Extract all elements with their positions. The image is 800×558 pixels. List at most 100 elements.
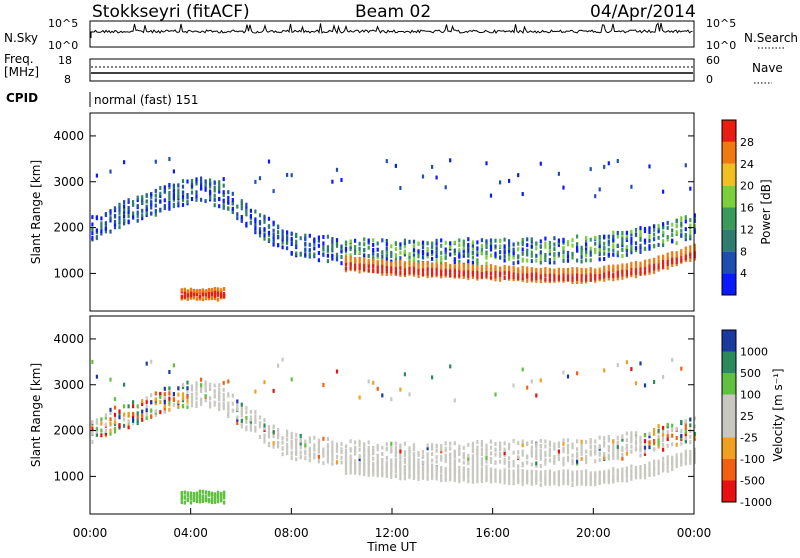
data-cell xyxy=(435,246,438,251)
data-cell xyxy=(539,482,542,487)
data-cell xyxy=(576,371,579,376)
data-cell xyxy=(603,268,606,273)
data-cell xyxy=(648,164,651,169)
data-cell xyxy=(349,245,352,249)
data-cell xyxy=(480,268,483,272)
data-cell xyxy=(431,466,434,471)
data-cell xyxy=(192,288,196,293)
colorbar-swatch xyxy=(722,373,736,395)
data-cell xyxy=(571,251,574,256)
data-cell xyxy=(494,442,497,446)
data-cell xyxy=(535,475,538,480)
data-cell xyxy=(594,479,597,484)
data-cell xyxy=(616,234,619,239)
data-cell xyxy=(198,499,202,504)
data-cell xyxy=(485,161,488,166)
data-cell xyxy=(458,448,461,453)
data-cell xyxy=(354,238,357,243)
data-cell xyxy=(467,453,470,458)
data-cell xyxy=(603,241,606,246)
data-cell xyxy=(189,491,193,496)
data-cell xyxy=(643,238,647,243)
data-cell xyxy=(557,171,560,176)
data-cell xyxy=(218,404,221,409)
data-cell xyxy=(218,183,221,188)
data-cell xyxy=(408,254,411,259)
data-cell xyxy=(154,409,157,414)
data-cell xyxy=(580,267,583,272)
data-cell xyxy=(503,244,506,249)
data-cell xyxy=(123,207,126,212)
data-cell xyxy=(535,241,538,246)
data-cell xyxy=(272,232,275,237)
data-cell xyxy=(245,221,248,226)
data-cell xyxy=(526,460,529,465)
data-cell xyxy=(571,461,574,466)
data-cell xyxy=(204,296,208,301)
data-cell xyxy=(503,254,506,259)
data-cell xyxy=(521,469,524,473)
data-cell xyxy=(616,468,619,473)
data-cell xyxy=(680,252,683,257)
data-cell xyxy=(394,247,397,252)
data-cell xyxy=(662,189,665,194)
data-cell xyxy=(594,268,597,273)
data-cell xyxy=(566,254,570,259)
data-cell xyxy=(331,179,334,184)
data-cell xyxy=(240,413,243,418)
data-cell xyxy=(521,439,524,444)
data-cell xyxy=(358,395,361,400)
data-cell xyxy=(616,159,619,163)
data-cell xyxy=(95,426,98,431)
data-cell xyxy=(412,239,416,244)
data-cell xyxy=(621,446,624,451)
data-cell xyxy=(118,225,121,230)
data-cell xyxy=(449,263,452,268)
data-cell xyxy=(453,441,456,446)
data-cell xyxy=(662,264,665,269)
data-cell xyxy=(189,291,193,296)
data-cell xyxy=(603,472,606,477)
data-cell xyxy=(304,443,307,448)
data-cell xyxy=(204,380,207,385)
data-cell xyxy=(104,429,107,433)
data-cell xyxy=(277,444,280,449)
data-cell xyxy=(607,474,610,478)
data-cell xyxy=(163,198,166,203)
data-cell xyxy=(539,438,542,443)
data-cell xyxy=(385,455,388,460)
data-cell xyxy=(548,447,551,452)
data-cell xyxy=(499,244,502,249)
data-cell xyxy=(190,190,194,195)
data-cell xyxy=(209,382,212,387)
data-cell xyxy=(417,451,420,456)
data-cell xyxy=(354,251,357,255)
data-cell xyxy=(399,449,402,454)
data-cell xyxy=(666,252,669,257)
data-cell xyxy=(277,224,280,229)
data-cell xyxy=(494,452,497,457)
data-cell xyxy=(100,421,103,426)
data-cell xyxy=(231,408,234,413)
data-cell xyxy=(172,402,175,407)
data-cell xyxy=(462,239,465,244)
data-cell xyxy=(639,243,642,248)
data-cell xyxy=(216,287,220,292)
data-cell xyxy=(539,472,542,477)
data-cell xyxy=(163,185,166,190)
data-cell xyxy=(630,473,633,478)
data-cell xyxy=(123,200,126,205)
data-cell xyxy=(372,258,375,263)
nsky-label: N.Sky xyxy=(4,31,38,45)
data-cell xyxy=(440,444,443,448)
data-cell xyxy=(580,445,583,450)
data-cell xyxy=(218,395,221,400)
data-cell xyxy=(553,457,556,462)
data-cell xyxy=(553,455,556,460)
data-cell xyxy=(643,470,647,475)
data-cell xyxy=(204,387,207,392)
data-cell xyxy=(526,266,529,271)
data-cell xyxy=(535,246,538,251)
data-cell xyxy=(634,227,638,232)
